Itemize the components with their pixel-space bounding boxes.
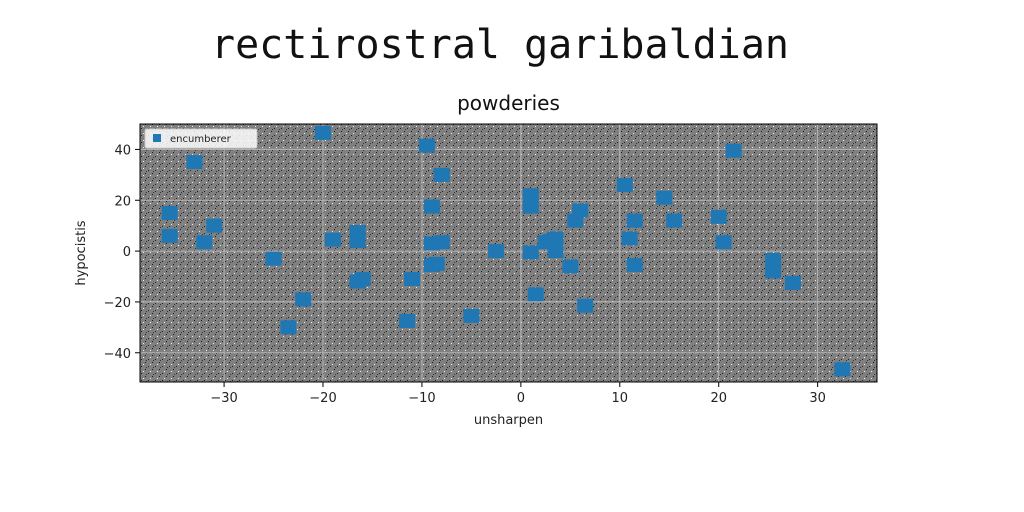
- x-tick-label: −10: [408, 391, 435, 406]
- data-point: [399, 313, 416, 328]
- legend-box: [144, 128, 258, 149]
- x-tick-label: 30: [809, 391, 826, 406]
- y-tick-label: 20: [114, 194, 131, 209]
- legend-label: encumberer: [170, 134, 232, 145]
- data-point: [295, 292, 312, 307]
- data-point: [315, 125, 332, 140]
- data-point: [186, 155, 203, 170]
- x-tick-label: 20: [710, 391, 727, 406]
- data-point: [626, 213, 643, 228]
- y-axis-ticks: −40 −20 0 20 40: [104, 143, 140, 362]
- data-point: [349, 233, 366, 248]
- x-tick-label: 10: [612, 391, 629, 406]
- data-point: [522, 245, 539, 260]
- x-axis-ticks: −30 −20 −10 0 10 20 30: [210, 382, 826, 406]
- data-point: [428, 256, 445, 271]
- data-point: [404, 272, 421, 287]
- data-point: [725, 143, 742, 158]
- y-axis-label: hypocistis: [74, 220, 89, 285]
- data-point: [196, 235, 213, 250]
- y-tick-label: 0: [123, 245, 131, 260]
- data-point: [547, 244, 564, 259]
- y-tick-label: −40: [104, 347, 131, 362]
- data-point: [324, 232, 341, 247]
- data-point: [572, 203, 589, 218]
- y-tick-label: −20: [104, 296, 131, 311]
- data-point: [488, 244, 505, 259]
- data-point: [666, 213, 683, 228]
- data-point: [463, 308, 480, 323]
- x-tick-label: −20: [309, 391, 336, 406]
- data-point: [547, 231, 564, 246]
- data-point: [616, 178, 633, 193]
- data-point: [280, 320, 297, 335]
- data-point: [433, 235, 450, 250]
- plot-frame: [139, 123, 878, 383]
- data-point: [765, 252, 782, 267]
- data-point: [522, 199, 539, 214]
- data-point: [621, 231, 638, 246]
- y-tick-label: 40: [114, 143, 131, 158]
- data-point: [710, 209, 727, 224]
- data-point: [418, 138, 435, 153]
- data-point: [522, 188, 539, 203]
- plot-noise-texture: [140, 124, 877, 382]
- data-point: [784, 275, 801, 290]
- data-point: [161, 205, 178, 220]
- data-point: [265, 251, 282, 266]
- data-point: [656, 190, 673, 205]
- data-point: [577, 298, 594, 313]
- data-point: [834, 362, 851, 377]
- data-point: [562, 259, 579, 274]
- x-tick-label: −30: [210, 391, 237, 406]
- x-tick-label: 0: [517, 391, 525, 406]
- data-point: [423, 199, 440, 214]
- legend: encumberer: [144, 128, 258, 149]
- data-point: [626, 258, 643, 273]
- chart-title: powderies: [457, 91, 560, 115]
- figure-suptitle: rectirostral garibaldian: [211, 22, 789, 68]
- data-point: [349, 274, 366, 289]
- data-point: [715, 235, 732, 250]
- data-point: [527, 287, 544, 302]
- data-point: [765, 264, 782, 279]
- legend-marker: [153, 134, 161, 142]
- x-axis-label: unsharpen: [474, 413, 543, 428]
- grid-lines: [140, 124, 877, 382]
- data-point: [161, 228, 178, 243]
- data-points: [161, 125, 851, 377]
- data-point: [433, 167, 450, 182]
- data-point: [206, 218, 223, 233]
